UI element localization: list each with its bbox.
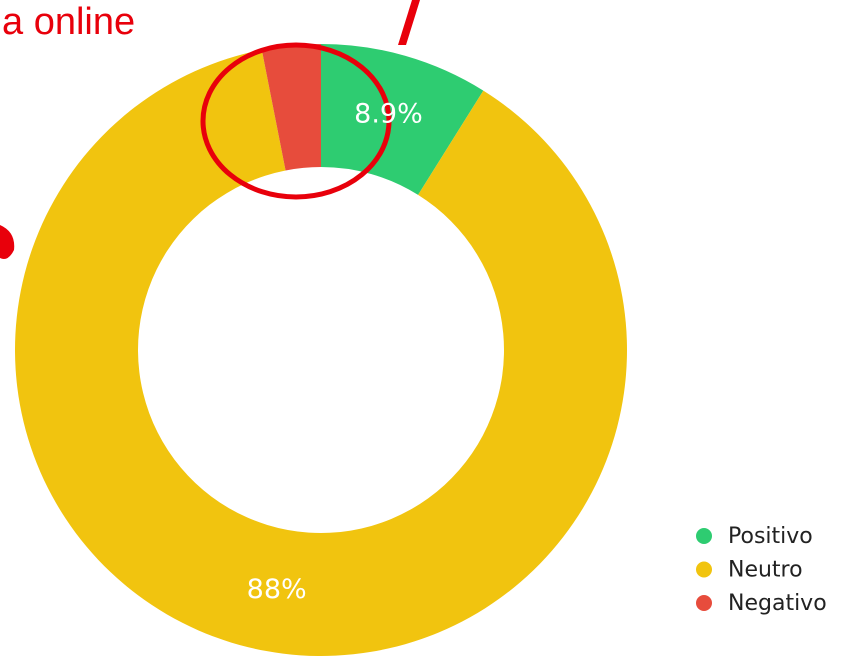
legend-marker [696, 595, 712, 611]
donut-slice [321, 44, 484, 195]
annotation-circle [200, 42, 392, 200]
annotation-stroke [398, 0, 420, 45]
legend-label: Positivo [728, 524, 813, 549]
annotation-stroke [0, 225, 15, 259]
donut-slice [261, 44, 321, 171]
annotation-text: a online [2, 1, 135, 43]
legend-label: Negativo [728, 591, 827, 616]
data-label: 88% [247, 574, 307, 605]
data-label: 8.9% [354, 98, 423, 129]
legend-marker [696, 561, 712, 578]
donut [14, 44, 627, 656]
legend-marker [696, 528, 712, 544]
donut-slice [14, 49, 627, 656]
legend-label: Neutro [728, 558, 803, 583]
